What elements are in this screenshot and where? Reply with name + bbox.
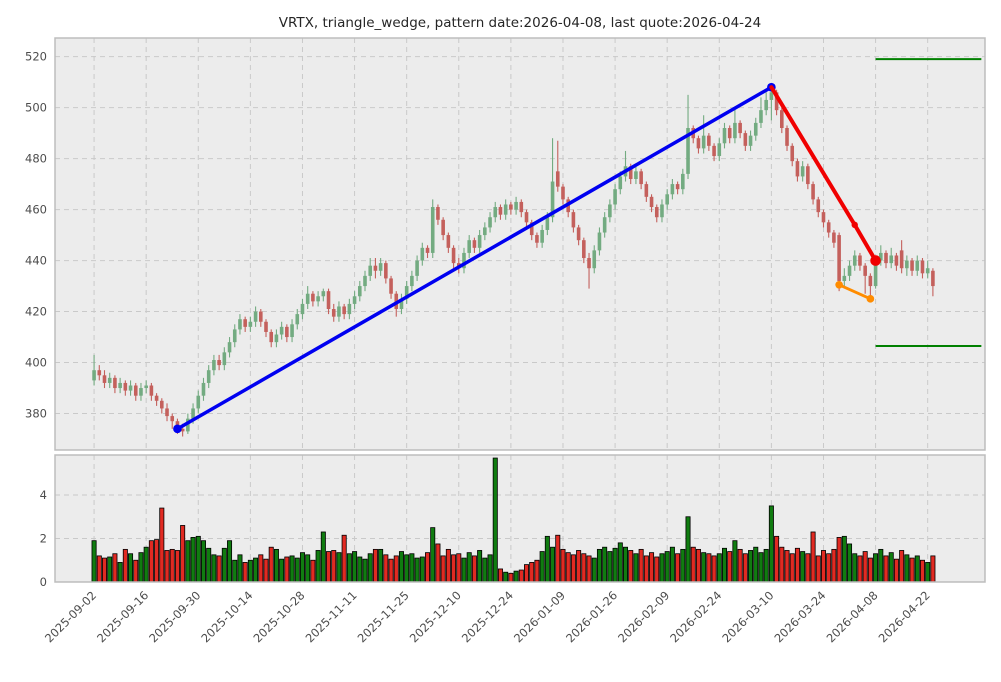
svg-text:520: 520 (25, 50, 47, 64)
svg-text:2025-12-10: 2025-12-10 (407, 588, 464, 645)
svg-text:2026-03-10: 2026-03-10 (719, 588, 776, 645)
panel-spines (54, 37, 986, 583)
x-tick-labels: 2025-09-022025-09-162025-09-302025-10-14… (42, 588, 933, 645)
svg-text:2026-02-09: 2026-02-09 (615, 588, 672, 645)
candles-group (92, 84, 935, 437)
trendline-down (769, 85, 881, 266)
gridlines (55, 38, 985, 582)
svg-text:2025-11-11: 2025-11-11 (303, 588, 360, 645)
svg-text:400: 400 (25, 356, 47, 370)
volume-bars-group (91, 457, 936, 583)
svg-text:2025-11-25: 2025-11-25 (355, 588, 412, 645)
svg-text:2025-10-14: 2025-10-14 (198, 588, 255, 645)
svg-text:2026-04-22: 2026-04-22 (876, 588, 933, 645)
svg-text:500: 500 (25, 101, 47, 115)
svg-text:2026-01-26: 2026-01-26 (563, 588, 620, 645)
panel-backgrounds (55, 38, 985, 582)
svg-text:2025-09-30: 2025-09-30 (146, 588, 203, 645)
svg-text:380: 380 (25, 407, 47, 421)
svg-text:2026-01-09: 2026-01-09 (511, 588, 568, 645)
svg-text:2026-02-24: 2026-02-24 (667, 588, 724, 645)
svg-text:2: 2 (40, 532, 47, 546)
svg-text:4: 4 (40, 488, 47, 502)
target-lines (875, 58, 982, 347)
wedge-line (835, 280, 875, 303)
svg-text:480: 480 (25, 152, 47, 166)
svg-text:2025-09-02: 2025-09-02 (42, 588, 99, 645)
svg-text:2025-10-28: 2025-10-28 (250, 588, 307, 645)
svg-text:420: 420 (25, 305, 47, 319)
svg-text:0: 0 (40, 575, 47, 589)
svg-text:2026-03-24: 2026-03-24 (771, 588, 828, 645)
svg-text:460: 460 (25, 203, 47, 217)
svg-text:2026-04-08: 2026-04-08 (824, 588, 881, 645)
svg-text:2025-12-24: 2025-12-24 (459, 588, 516, 645)
chart-title: VRTX, triangle_wedge, pattern date:2026-… (279, 15, 761, 31)
svg-text:2025-09-16: 2025-09-16 (94, 588, 151, 645)
y-tick-labels: 380 400 420 440 460 480 500 520 0 2 4 (25, 50, 47, 589)
svg-text:440: 440 (25, 254, 47, 268)
